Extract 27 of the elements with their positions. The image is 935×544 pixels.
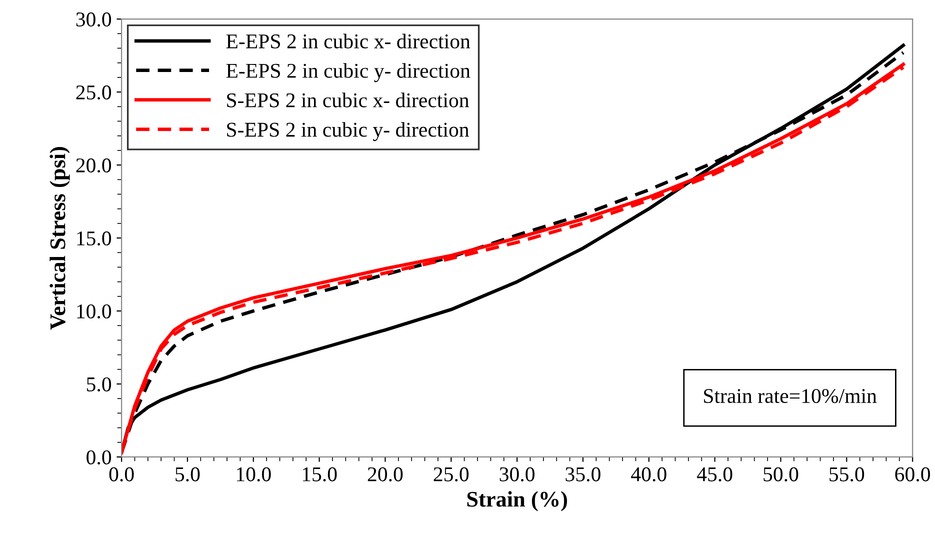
x-tick-label: 30.0 — [500, 467, 534, 482]
legend-label: S-EPS 2 in cubic x- direction — [227, 92, 469, 108]
legend-label: S-EPS 2 in cubic y- direction — [227, 122, 469, 142]
y-tick-label: 0.0 — [86, 450, 112, 464]
x-tick-label: 5.0 — [176, 467, 200, 482]
x-tick-label: 45.0 — [696, 467, 732, 482]
y-tick-label: 15.0 — [77, 231, 112, 246]
x-tick-label: 55.0 — [830, 467, 864, 482]
x-tick-label: 25.0 — [434, 467, 469, 482]
legend-label: E-EPS 2 in cubic y- direction — [226, 63, 470, 82]
legend-label: E-EPS 2 in cubic x- direction — [226, 34, 470, 48]
annotation: Strain rate=10%/min — [704, 388, 877, 404]
y-tick-label: 30.0 — [76, 12, 112, 27]
x-tick-label: 35.0 — [566, 467, 600, 482]
x-axis-title: Strain (%) — [467, 491, 568, 512]
x-tick-label: 50.0 — [764, 467, 798, 482]
x-tick-label: 0.0 — [109, 467, 134, 482]
y-tick-label: 20.0 — [76, 158, 112, 173]
y-tick-label: 25.0 — [76, 85, 112, 100]
x-tick-label: 15.0 — [302, 467, 337, 482]
y-tick-label: 10.0 — [77, 304, 112, 319]
y-tick-label: 5.0 — [86, 377, 112, 392]
x-tick-label: 10.0 — [236, 467, 271, 482]
x-tick-label: 60.0 — [895, 467, 930, 482]
x-tick-label: 40.0 — [631, 467, 666, 482]
y-axis-title: Vertical Stress (psi) — [50, 147, 70, 330]
x-tick-label: 20.0 — [368, 467, 403, 482]
